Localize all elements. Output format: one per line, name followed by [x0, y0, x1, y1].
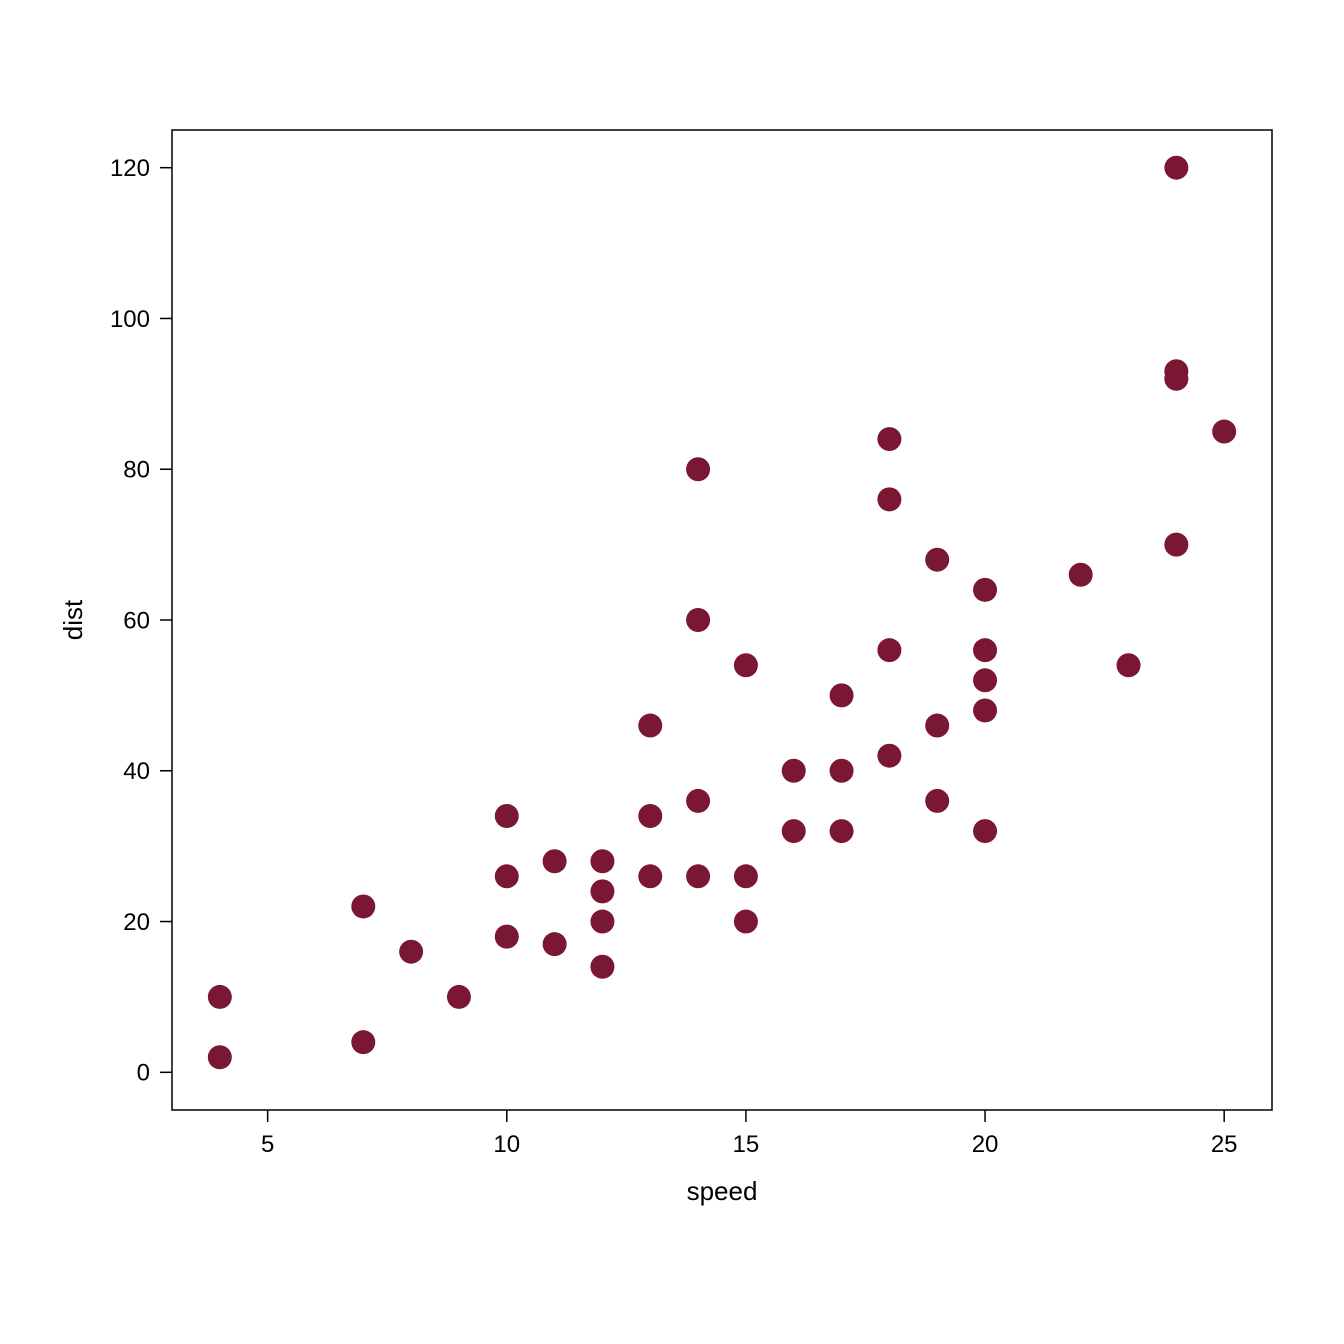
plot-box — [172, 130, 1272, 1110]
data-point — [1117, 653, 1141, 677]
x-tick-label: 15 — [733, 1131, 760, 1158]
data-point — [590, 879, 614, 903]
data-point — [1212, 420, 1236, 444]
data-point — [925, 789, 949, 813]
data-point — [973, 578, 997, 602]
data-point — [973, 638, 997, 662]
data-point — [543, 849, 567, 873]
data-point — [638, 804, 662, 828]
points-group — [208, 156, 1236, 1070]
data-point — [543, 932, 567, 956]
data-point — [830, 819, 854, 843]
scatter-chart: 5 10 15 20 25 0 20 40 60 80 100 120 speed dist — [0, 0, 1344, 1344]
data-point — [734, 864, 758, 888]
data-point — [877, 744, 901, 768]
data-point — [973, 698, 997, 722]
data-point — [830, 683, 854, 707]
y-axis-label: dist — [58, 599, 88, 640]
y-tick-label: 120 — [110, 155, 150, 182]
data-point — [925, 714, 949, 738]
data-point — [925, 548, 949, 572]
data-point — [782, 819, 806, 843]
data-point — [495, 925, 519, 949]
data-point — [877, 427, 901, 451]
x-tick-label: 25 — [1211, 1131, 1238, 1158]
data-point — [590, 910, 614, 934]
data-point — [351, 894, 375, 918]
y-tick-label: 80 — [123, 457, 150, 484]
data-point — [351, 1030, 375, 1054]
data-point — [495, 864, 519, 888]
data-point — [877, 487, 901, 511]
data-point — [782, 759, 806, 783]
y-tick-label: 40 — [123, 758, 150, 785]
data-point — [1164, 156, 1188, 180]
data-point — [638, 714, 662, 738]
data-point — [495, 804, 519, 828]
data-point — [973, 668, 997, 692]
data-point — [638, 864, 662, 888]
data-point — [447, 985, 471, 1009]
data-point — [686, 789, 710, 813]
y-tick-label: 20 — [123, 909, 150, 936]
data-point — [686, 864, 710, 888]
y-tick-label: 100 — [110, 306, 150, 333]
data-point — [734, 910, 758, 934]
x-tick-label: 5 — [261, 1131, 274, 1158]
y-tick-label: 60 — [123, 607, 150, 634]
data-point — [590, 849, 614, 873]
data-point — [1069, 563, 1093, 587]
data-point — [208, 1045, 232, 1069]
data-point — [734, 653, 758, 677]
data-point — [1164, 533, 1188, 557]
data-point — [973, 819, 997, 843]
data-point — [830, 759, 854, 783]
data-point — [399, 940, 423, 964]
x-tick-label: 20 — [972, 1131, 999, 1158]
data-point — [1164, 359, 1188, 383]
x-axis-label: speed — [687, 1176, 758, 1206]
data-point — [208, 985, 232, 1009]
data-point — [590, 955, 614, 979]
data-point — [686, 457, 710, 481]
data-point — [877, 638, 901, 662]
x-tick-label: 10 — [493, 1131, 520, 1158]
data-point — [686, 608, 710, 632]
y-tick-label: 0 — [137, 1060, 150, 1087]
